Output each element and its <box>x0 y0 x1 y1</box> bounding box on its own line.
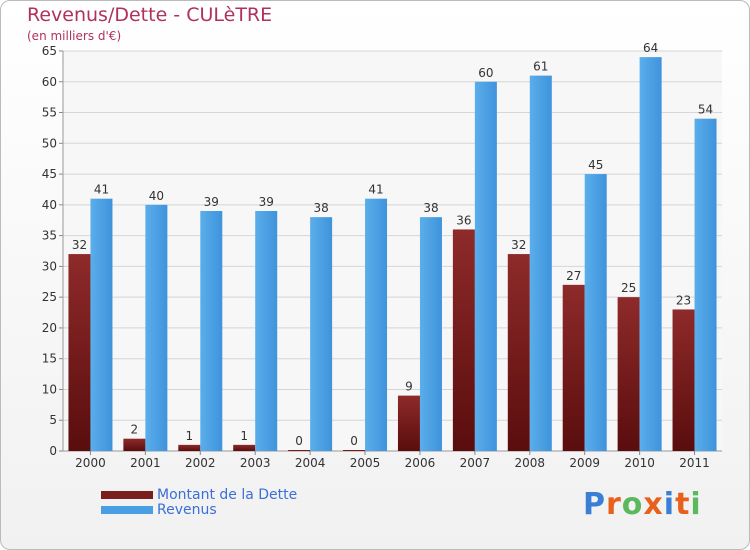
bar-revenus <box>529 75 552 451</box>
legend-label-dette: Montant de la Dette <box>157 486 298 503</box>
y-tick-label: 65 <box>42 44 57 58</box>
value-label-dette: 32 <box>511 238 526 252</box>
value-label-revenus: 39 <box>204 195 219 209</box>
y-tick-label: 10 <box>42 382 57 396</box>
bar-revenus <box>200 211 223 451</box>
value-label-revenus: 60 <box>478 66 493 80</box>
plot-area <box>63 51 722 451</box>
y-tick-label: 50 <box>42 136 57 150</box>
logo-letter: x <box>643 487 664 522</box>
bar-revenus <box>365 198 388 451</box>
x-tick-label: 2002 <box>185 456 216 470</box>
bar-dette <box>617 297 640 451</box>
legend-item-revenus: Revenus <box>101 501 297 518</box>
x-tick-label: 2005 <box>350 456 381 470</box>
bar-dette <box>68 254 91 451</box>
bar-dette <box>507 254 530 451</box>
value-label-dette: 36 <box>456 213 471 227</box>
proxiti-logo: Proxiti <box>583 487 702 522</box>
logo-letter: r <box>606 487 622 522</box>
logo-letter: i <box>663 487 676 522</box>
legend-swatch-revenus <box>101 505 153 514</box>
value-label-revenus: 41 <box>368 183 383 197</box>
value-label-dette: 1 <box>240 429 248 443</box>
y-tick-label: 25 <box>42 290 57 304</box>
value-label-revenus: 38 <box>423 201 438 215</box>
value-label-revenus: 54 <box>698 103 713 117</box>
x-tick-label: 2008 <box>515 456 546 470</box>
x-tick-label: 2010 <box>624 456 655 470</box>
value-label-revenus: 40 <box>149 189 164 203</box>
y-tick-label: 20 <box>42 321 57 335</box>
bar-revenus <box>419 217 442 451</box>
x-tick-label: 2001 <box>130 456 161 470</box>
x-tick-label: 2011 <box>679 456 710 470</box>
logo-letter: t <box>675 487 691 522</box>
bar-dette <box>397 395 420 451</box>
bar-dette <box>672 309 695 451</box>
x-tick-label: 2009 <box>569 456 600 470</box>
value-label-dette: 25 <box>621 281 636 295</box>
x-tick-label: 2004 <box>295 456 326 470</box>
value-label-dette: 9 <box>405 380 413 394</box>
value-label-revenus: 64 <box>643 41 658 55</box>
chart-subtitle: (en milliers d'€) <box>27 29 122 43</box>
value-label-revenus: 45 <box>588 158 603 172</box>
value-label-dette: 23 <box>676 293 691 307</box>
bar-revenus <box>255 211 278 451</box>
value-label-dette: 0 <box>295 434 303 448</box>
y-tick-label: 45 <box>42 167 57 181</box>
x-tick-label: 2000 <box>75 456 106 470</box>
y-tick-label: 35 <box>42 229 57 243</box>
bar-dette <box>452 229 475 451</box>
legend-label-revenus: Revenus <box>157 501 217 518</box>
y-tick-label: 5 <box>49 413 57 427</box>
legend-item-dette: Montant de la Dette <box>101 486 298 503</box>
bar-dette <box>123 438 146 451</box>
value-label-revenus: 39 <box>259 195 274 209</box>
bar-revenus <box>145 204 168 451</box>
value-label-dette: 1 <box>185 429 193 443</box>
x-tick-label: 2007 <box>460 456 491 470</box>
value-label-dette: 0 <box>350 434 358 448</box>
bar-dette <box>562 284 585 451</box>
value-label-dette: 2 <box>131 423 139 437</box>
bar-dette <box>233 444 256 451</box>
x-tick-label: 2006 <box>405 456 436 470</box>
y-tick-label: 30 <box>42 259 57 273</box>
bar-revenus <box>474 81 497 452</box>
bar-dette <box>343 450 366 451</box>
legend-swatch-dette <box>101 490 153 499</box>
x-tick-label: 2003 <box>240 456 271 470</box>
y-tick-label: 15 <box>42 352 57 366</box>
value-label-revenus: 61 <box>533 60 548 74</box>
bar-dette <box>288 450 311 451</box>
bar-revenus <box>310 217 333 451</box>
logo-letter: P <box>583 487 606 522</box>
bar-revenus <box>694 118 717 451</box>
y-tick-label: 60 <box>42 75 57 89</box>
chart-legend: Montant de la Dette Revenus <box>101 486 298 518</box>
bar-revenus <box>639 57 662 452</box>
value-label-dette: 27 <box>566 269 581 283</box>
value-label-revenus: 41 <box>94 183 109 197</box>
y-tick-label: 0 <box>49 444 57 458</box>
bar-revenus <box>90 198 113 451</box>
bar-revenus <box>584 174 607 452</box>
logo-letter: i <box>690 487 702 522</box>
value-label-revenus: 38 <box>313 201 328 215</box>
y-tick-label: 40 <box>42 198 57 212</box>
y-tick-label: 55 <box>42 106 57 120</box>
bar-dette <box>178 444 201 451</box>
logo-letter: o <box>621 487 644 522</box>
chart-title: Revenus/Dette - CULèTRE <box>27 4 273 26</box>
value-label-dette: 32 <box>72 238 87 252</box>
